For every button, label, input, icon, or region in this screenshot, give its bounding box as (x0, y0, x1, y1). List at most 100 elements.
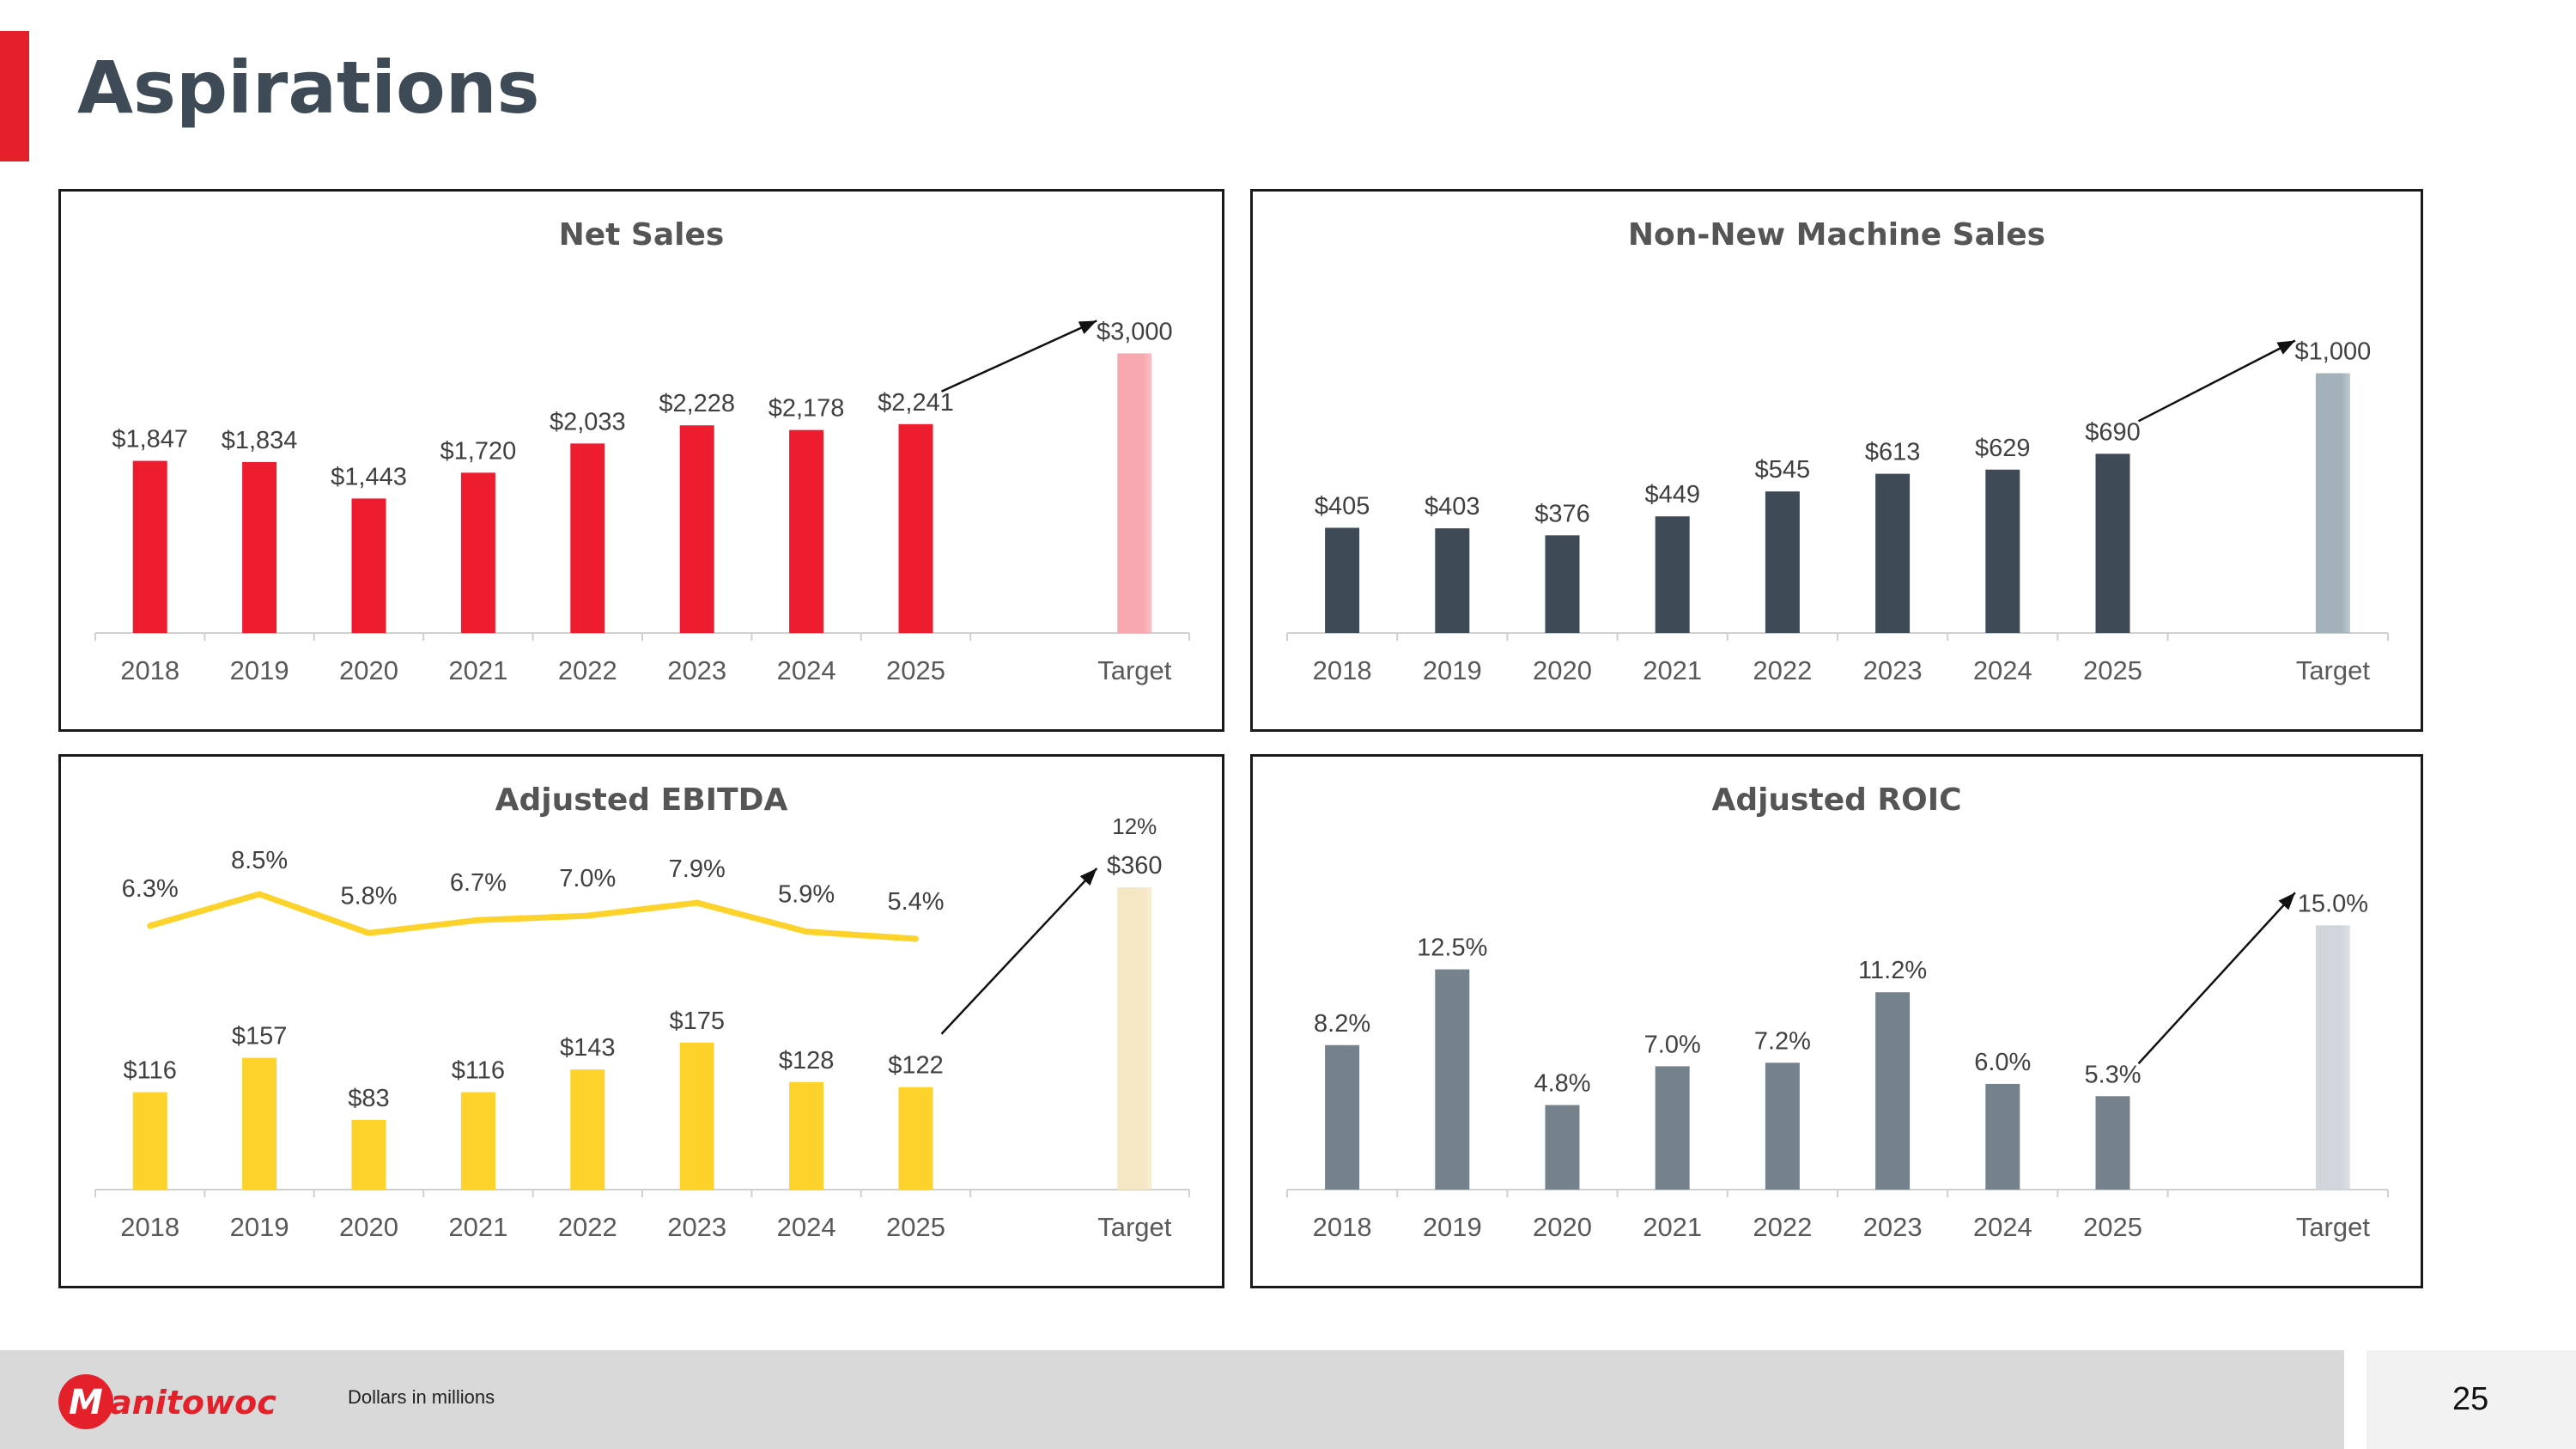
bar-2024 (1985, 1083, 2020, 1190)
margin-label: 5.4% (887, 888, 944, 916)
title-accent-bar (0, 31, 29, 161)
margin-label: 5.9% (778, 881, 835, 909)
x-tick-label: 2019 (230, 655, 289, 685)
margin-label: 7.0% (559, 865, 616, 892)
x-tick-label: Target (1097, 655, 1172, 685)
page-number: 25 (2452, 1381, 2489, 1417)
bar-target (1117, 353, 1152, 633)
bar-2018 (1325, 1044, 1360, 1190)
bar-2022 (1765, 1062, 1800, 1190)
x-tick-label: 2022 (1753, 1212, 1812, 1242)
bar-2020 (1545, 1105, 1580, 1190)
data-label: $2,241 (878, 389, 954, 417)
trend-arrow-head (2278, 892, 2295, 910)
x-tick-label: 2023 (1863, 1212, 1923, 1242)
bar-2025 (898, 1087, 933, 1190)
data-label: $1,443 (331, 463, 407, 490)
data-label: $1,000 (2295, 338, 2372, 366)
data-label: $116 (124, 1057, 177, 1085)
adjusted-ebitda-svg: Adjusted EBITDA $116 2018 $157 2019 $83 2020 $1… (94, 782, 1190, 1242)
bar-2023 (679, 425, 714, 633)
x-tick-label: 2019 (230, 1212, 289, 1242)
trend-arrow (940, 320, 1097, 393)
x-tick-label: 2021 (448, 655, 507, 685)
net-sales-chart: Net Sales $1,847 2018 $1,834 2019 $1,443 2020 $… (58, 189, 1224, 732)
data-label: 4.8% (1534, 1070, 1590, 1098)
data-label: $1,847 (112, 426, 188, 454)
bar-2022 (570, 1069, 605, 1190)
bar-2024 (1985, 469, 2020, 633)
x-tick-label: 2022 (558, 655, 617, 685)
data-label: $2,033 (550, 408, 626, 435)
chart-title: Net Sales (559, 217, 725, 253)
margin-label: 5.8% (340, 882, 397, 910)
bar-2024 (789, 1081, 824, 1190)
data-label: $690 (2085, 418, 2141, 446)
bar-2023 (679, 1042, 714, 1190)
trend-arrow (2137, 339, 2296, 423)
trend-arrow-head (1079, 868, 1097, 886)
data-label: 12.5% (1417, 935, 1487, 962)
data-label: $116 (452, 1057, 505, 1085)
data-label: $1,720 (440, 437, 517, 465)
bar-target (2315, 373, 2350, 633)
bar-2021 (1655, 516, 1690, 633)
x-tick-label: 2018 (120, 1212, 179, 1242)
target-margin-label: 12% (1112, 813, 1157, 839)
bar-2019 (242, 461, 277, 633)
x-tick-label: Target (1097, 1212, 1172, 1242)
x-tick-label: 2024 (777, 655, 836, 685)
manitowoc-logo: M anitowoc (58, 1374, 276, 1429)
data-label: $128 (779, 1047, 835, 1075)
bar-2025 (2095, 1096, 2130, 1190)
svg-text:M: M (69, 1383, 103, 1422)
footer-bar (0, 1350, 2344, 1449)
trend-arrow-head (1078, 320, 1097, 334)
bar-2023 (1875, 473, 1911, 633)
x-tick-label: Target (2296, 655, 2371, 685)
non-new-machine-sales-svg: Non-New Machine Sales $405 2018 $403 2019 $37… (1286, 217, 2389, 685)
net-sales-svg: Net Sales $1,847 2018 $1,834 2019 $1,443 2020 $… (94, 217, 1190, 685)
svg-text:anitowoc: anitowoc (110, 1384, 276, 1422)
bar-2020 (351, 1119, 386, 1190)
x-tick-label: 2019 (1423, 655, 1482, 685)
bar-2021 (460, 1092, 495, 1190)
x-tick-label: 2018 (1313, 655, 1372, 685)
x-tick-label: 2021 (1643, 655, 1702, 685)
data-label: 7.2% (1754, 1027, 1811, 1055)
x-tick-label: 2023 (1863, 655, 1923, 685)
data-label: $376 (1534, 500, 1590, 527)
bar-2022 (1765, 491, 1800, 633)
data-label: $3,000 (1097, 318, 1173, 345)
data-label: $449 (1644, 481, 1700, 508)
x-tick-label: 2024 (1973, 655, 2032, 685)
data-label: $629 (1975, 435, 2031, 462)
bar-2022 (570, 443, 605, 633)
data-label: $360 (1107, 852, 1163, 880)
data-label: 8.2% (1314, 1010, 1370, 1038)
x-tick-label: 2019 (1423, 1212, 1482, 1242)
page-title: Aspirations (77, 46, 540, 130)
data-label: 6.0% (1974, 1049, 2031, 1076)
data-label: 15.0% (2298, 890, 2368, 917)
bar-2025 (898, 423, 933, 633)
data-label: $405 (1315, 493, 1370, 521)
x-tick-label: 2021 (448, 1212, 507, 1242)
x-tick-label: 2018 (120, 655, 179, 685)
data-label: $403 (1425, 493, 1480, 521)
x-tick-label: 2018 (1313, 1212, 1372, 1242)
data-label: $613 (1865, 439, 1921, 466)
bar-2024 (789, 429, 824, 633)
x-tick-label: 2020 (339, 1212, 398, 1242)
margin-label: 7.9% (669, 855, 726, 883)
bar-target (2315, 925, 2350, 1190)
data-label: $2,178 (769, 395, 845, 423)
chart-title: Non-New Machine Sales (1628, 217, 2045, 253)
data-label: $83 (348, 1085, 389, 1112)
x-tick-label: 2025 (2083, 655, 2142, 685)
trend-arrow (940, 868, 1098, 1035)
footer-page-area (2366, 1350, 2576, 1449)
footnote: Dollars in millions (348, 1386, 495, 1408)
non-new-machine-sales-chart: Non-New Machine Sales $405 2018 $403 2019 $37… (1250, 189, 2423, 732)
x-tick-label: 2025 (886, 655, 945, 685)
